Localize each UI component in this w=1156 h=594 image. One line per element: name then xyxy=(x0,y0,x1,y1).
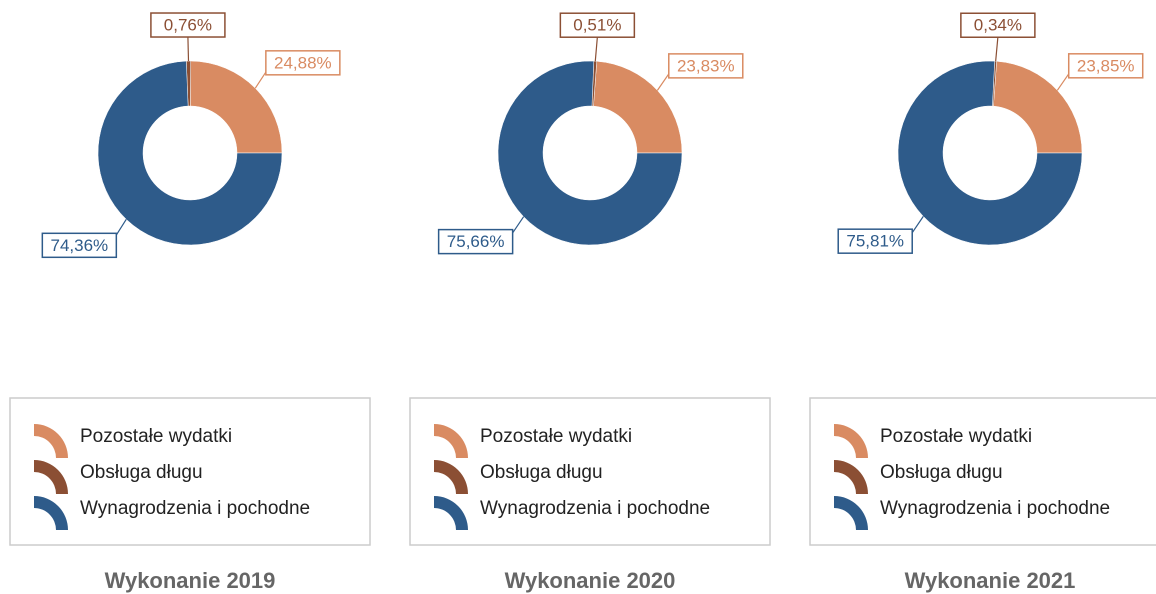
leader-line xyxy=(187,37,190,62)
value-label: 0,51% xyxy=(573,16,621,35)
value-label-box xyxy=(668,53,744,79)
legend-icon xyxy=(834,496,868,530)
value-label-box xyxy=(41,232,118,259)
legend-icon xyxy=(34,460,68,494)
donut-slice xyxy=(190,60,283,154)
leader-line xyxy=(594,37,598,62)
legend-label: Pozostałe wydatki xyxy=(480,426,632,447)
legend-icon xyxy=(434,460,468,494)
leader-line xyxy=(995,37,999,62)
donut-slice xyxy=(897,60,1083,246)
legend-box xyxy=(809,397,1156,546)
legend-label: Wynagrodzenia i pochodne xyxy=(880,498,1110,519)
value-label: 23,85% xyxy=(1077,56,1135,75)
chart-title: Wykonanie 2020 xyxy=(505,568,676,593)
legend-label: Obsługa długu xyxy=(480,462,603,483)
donut-slice xyxy=(497,60,683,246)
value-label-box xyxy=(837,228,913,254)
chart-title: Wykonanie 2021 xyxy=(905,568,1076,593)
legend-icon xyxy=(834,460,868,494)
value-label: 0,34% xyxy=(974,16,1022,35)
value-label: 75,66% xyxy=(447,232,505,251)
value-label-box xyxy=(960,12,1036,38)
value-label-box xyxy=(265,50,341,76)
legend-label: Pozostałe wydatki xyxy=(80,426,232,447)
value-label: 23,83% xyxy=(677,56,735,75)
legend-label: Obsługa długu xyxy=(880,462,1003,483)
value-label-box xyxy=(437,228,514,255)
legend-box xyxy=(409,397,771,546)
donut-slice xyxy=(593,60,683,154)
legend-label: Obsługa długu xyxy=(80,462,203,483)
legend-label: Wynagrodzenia i pochodne xyxy=(480,498,710,519)
legend-label: Pozostałe wydatki xyxy=(880,426,1032,447)
chart-title: Wykonanie 2019 xyxy=(105,568,276,593)
value-label: 75,81% xyxy=(846,232,904,251)
legend-box xyxy=(9,397,371,546)
donut-slice xyxy=(97,60,283,246)
legend-icon xyxy=(434,424,468,458)
legend-icon xyxy=(434,496,468,530)
legend-label: Wynagrodzenia i pochodne xyxy=(80,498,310,519)
donut-slice xyxy=(993,60,1083,154)
legend-icon xyxy=(34,496,68,530)
value-label: 74,36% xyxy=(50,236,108,255)
value-label-box xyxy=(1067,53,1144,79)
legend-icon xyxy=(834,424,868,458)
value-label-box xyxy=(559,12,636,38)
value-label-box xyxy=(150,12,226,38)
value-label: 24,88% xyxy=(274,53,332,72)
value-label: 0,76% xyxy=(164,16,212,35)
legend-icon xyxy=(34,424,68,458)
